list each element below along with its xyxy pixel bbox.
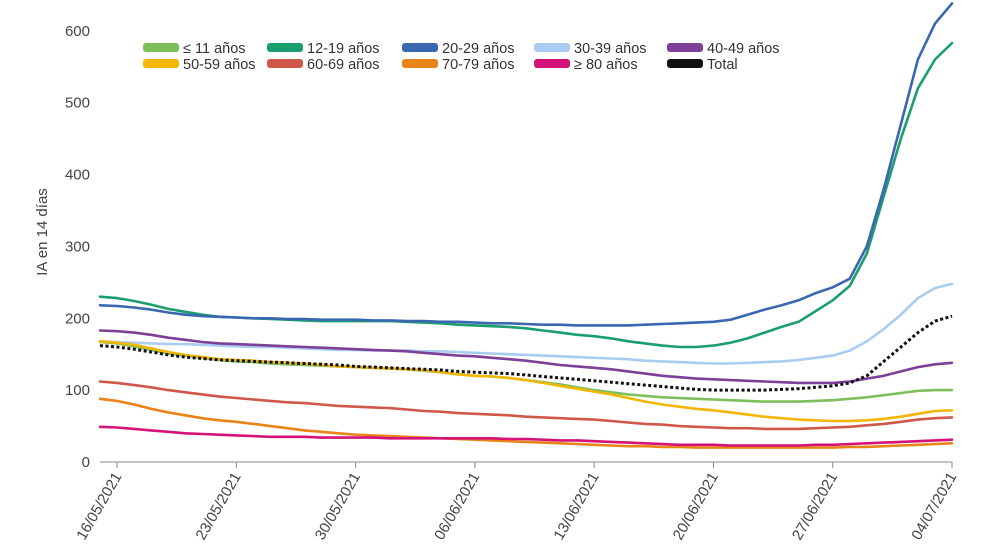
series-line <box>98 2 954 327</box>
series-line <box>98 340 954 403</box>
legend-label: 60-69 años <box>307 57 380 73</box>
legend-label: 70-79 años <box>442 57 515 73</box>
legend-swatch <box>534 59 570 68</box>
legend-swatch <box>267 43 303 52</box>
legend-item: 12-19 años <box>267 41 380 57</box>
legend-swatch <box>143 59 179 68</box>
legend-swatch <box>667 43 703 52</box>
legend-item: 70-79 años <box>402 57 515 73</box>
legend-label: Total <box>707 57 738 73</box>
legend: ≤ 11 años 12-19 años 20-29 años 30-39 años 4… <box>143 41 780 73</box>
y-axis-title-group: IA en 14 días <box>34 188 51 276</box>
y-tick-label: 500 <box>65 95 90 112</box>
series-layer <box>98 2 954 449</box>
x-axis: 16/05/2021 23/05/2021 30/05/2021 06/06/2021… <box>73 461 960 544</box>
x-tick-label: 06/06/2021 <box>431 470 483 544</box>
legend-label: 20-29 años <box>442 41 515 57</box>
legend-swatch <box>534 43 570 52</box>
series-line <box>98 41 954 349</box>
x-tick-label: 04/07/2021 <box>908 470 960 544</box>
legend-item: 20-29 años <box>402 41 515 57</box>
legend-label: 50-59 años <box>183 57 256 73</box>
legend-item: ≥ 80 años <box>534 57 638 73</box>
series-line <box>98 397 954 449</box>
series-line <box>98 425 954 447</box>
legend-item: ≤ 11 años <box>143 41 246 57</box>
y-tick-label: 200 <box>65 310 90 327</box>
legend-swatch <box>402 43 438 52</box>
x-tick-label: 30/05/2021 <box>312 470 364 544</box>
series-line <box>98 329 954 385</box>
legend-swatch <box>267 59 303 68</box>
legend-item: Total <box>667 57 738 73</box>
x-tick-label: 23/05/2021 <box>193 470 245 544</box>
legend-swatch <box>402 59 438 68</box>
legend-label: 30-39 años <box>574 41 647 57</box>
y-tick-label: 100 <box>65 382 90 399</box>
x-tick-label: 27/06/2021 <box>789 470 841 544</box>
y-tick-label: 300 <box>65 238 90 255</box>
legend-item: 30-39 años <box>534 41 647 57</box>
x-tick-label: 13/06/2021 <box>550 470 602 544</box>
legend-label: ≤ 11 años <box>183 41 246 57</box>
series-line <box>98 282 954 365</box>
series-line <box>99 314 953 392</box>
series-line <box>98 339 954 423</box>
legend-swatch <box>143 43 179 52</box>
y-tick-label: 400 <box>65 167 90 184</box>
x-tick-label: 20/06/2021 <box>670 470 722 544</box>
y-axis-ticks: 0 100 200 300 400 500 600 <box>65 23 90 471</box>
y-axis-title: IA en 14 días <box>34 188 51 276</box>
legend-label: ≥ 80 años <box>574 57 638 73</box>
series-line <box>98 380 954 431</box>
x-tick-label: 16/05/2021 <box>73 470 125 544</box>
legend-swatch <box>667 59 703 68</box>
legend-label: 12-19 años <box>307 41 380 57</box>
legend-item: 50-59 años <box>143 57 256 73</box>
legend-item: 40-49 años <box>667 41 780 57</box>
y-tick-label: 600 <box>65 23 90 40</box>
legend-label: 40-49 años <box>707 41 780 57</box>
legend-item: 60-69 años <box>267 57 380 73</box>
y-tick-label: 0 <box>82 454 90 471</box>
